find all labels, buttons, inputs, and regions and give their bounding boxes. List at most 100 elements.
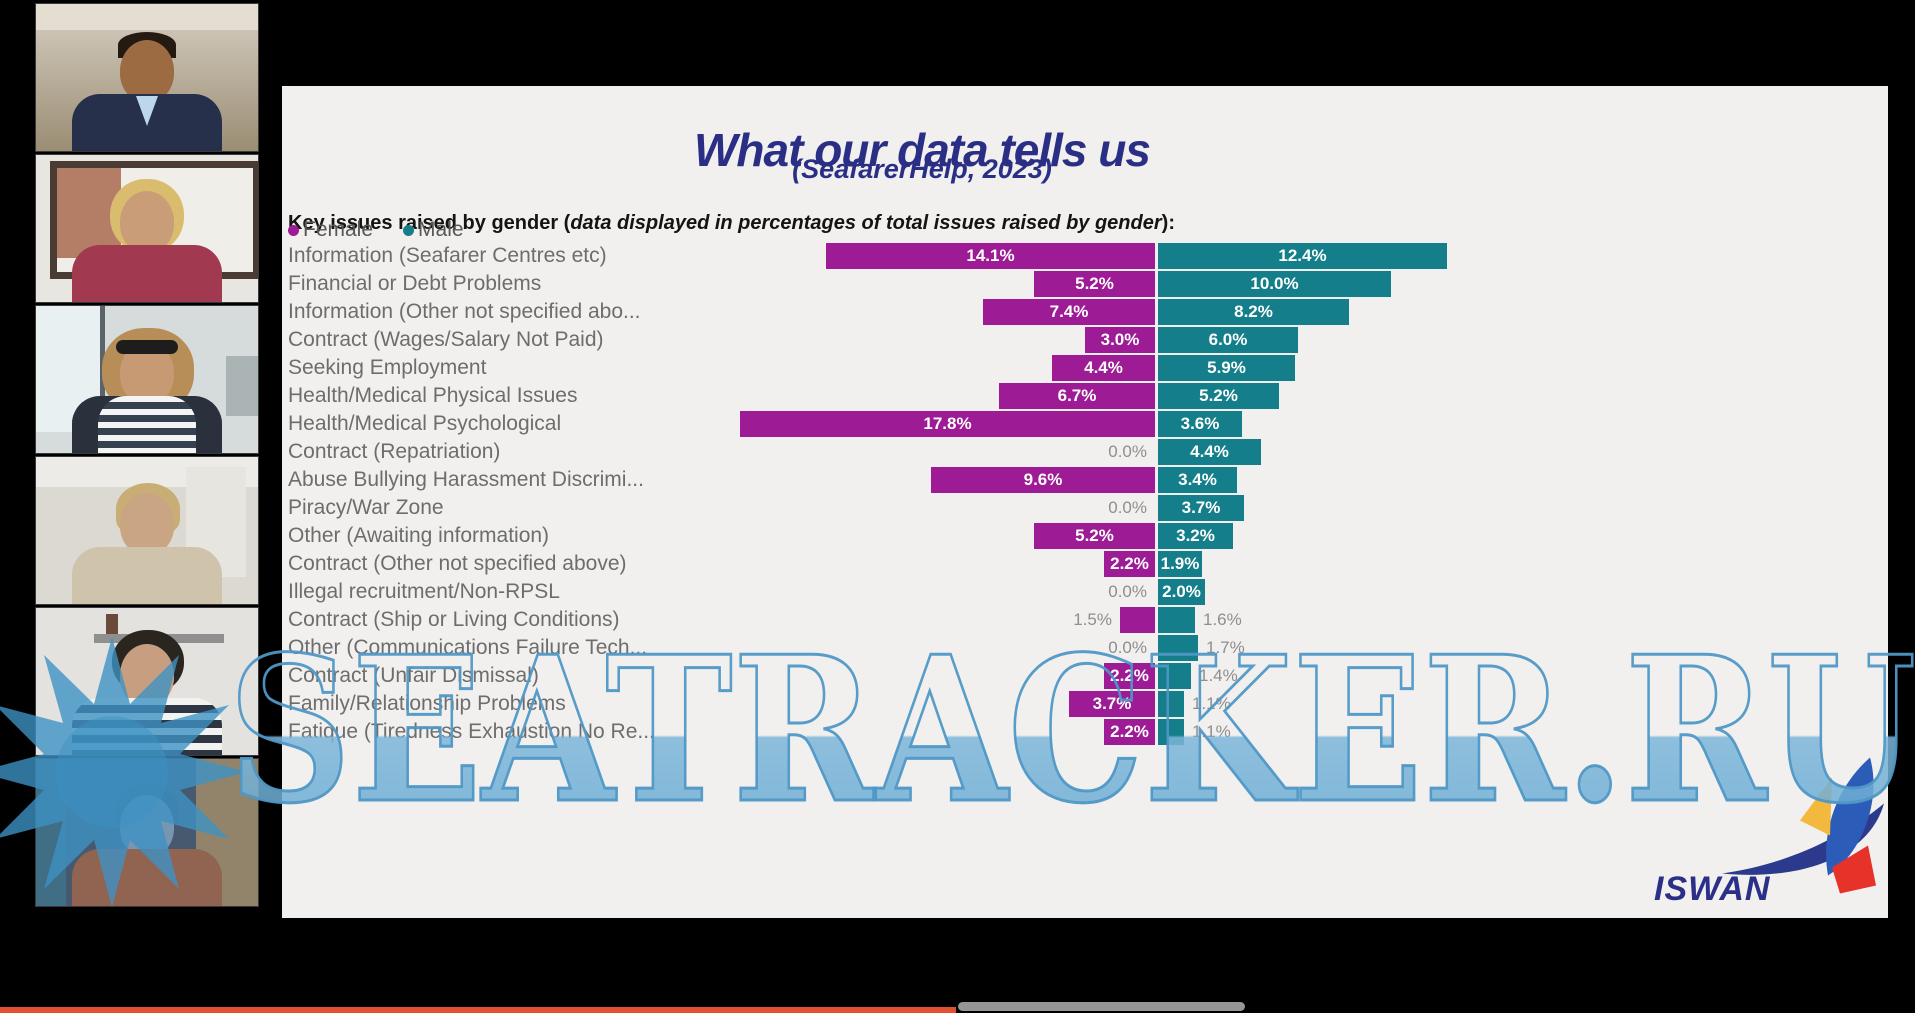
- male-bar: [1158, 243, 1447, 269]
- video-tint: [36, 4, 258, 151]
- room-background: [226, 356, 258, 416]
- female-value-label: 0.0%: [1108, 498, 1147, 517]
- iswan-logo-text: ISWAN: [1654, 870, 1771, 908]
- headset-icon: [116, 340, 178, 354]
- horizontal-scrollbar-thumb[interactable]: [958, 1002, 1245, 1011]
- female-value-label: 3.7%: [1092, 694, 1132, 713]
- iswan-sail-logo-icon: [1722, 757, 1884, 894]
- category-label: Contract (Repatriation): [288, 440, 501, 463]
- male-value-label: 1.9%: [1160, 554, 1200, 573]
- female-legend-dot-icon: [288, 224, 299, 236]
- male-legend-dot-icon: [403, 224, 415, 236]
- video-tint: [36, 306, 258, 453]
- intro-italic: data displayed in percentages of total i…: [570, 212, 1162, 234]
- male-value-label: 3.4%: [1178, 470, 1217, 489]
- chart-row: Abuse Bullying Harassment Discrimi... 9.6…: [288, 466, 1882, 494]
- presentation-slide: What our data tells us (SeafarerHelp, 20…: [282, 86, 1888, 918]
- participant-torso: [72, 396, 222, 453]
- female-bar: [740, 411, 1155, 437]
- chart-row: Other (Communications Failure Tech... 0.0…: [288, 634, 1882, 662]
- female-value-label: 0.0%: [1108, 638, 1147, 657]
- female-bar: [931, 467, 1155, 493]
- male-value-label: 1.4%: [1199, 666, 1238, 685]
- intro-text: Key issues raised by gender (data displa…: [288, 212, 1175, 235]
- chart-row: Information (Other not specified abo... 7…: [288, 298, 1882, 326]
- female-bar: [826, 243, 1155, 269]
- category-label: Contract (Ship or Living Conditions): [288, 608, 620, 631]
- female-value-label: 14.1%: [966, 246, 1015, 265]
- category-label: Health/Medical Psychological: [288, 412, 562, 435]
- legend-label-male: Male: [418, 218, 464, 241]
- male-bar: [1158, 383, 1279, 409]
- female-value-label: 5.2%: [1075, 526, 1114, 545]
- male-bar: [1158, 355, 1295, 381]
- chart-row: Contract (Repatriation) 0.0% 4.4%: [288, 438, 1882, 466]
- category-label: Information (Seafarer Centres etc): [288, 244, 607, 267]
- male-value-label: 12.4%: [1278, 246, 1327, 265]
- room-background: [106, 614, 118, 634]
- category-label: Financial or Debt Problems: [288, 272, 542, 295]
- male-value-label: 10.0%: [1250, 274, 1299, 293]
- category-label: Contract (Unfair Dismissal): [288, 664, 539, 687]
- male-value-label: 4.4%: [1190, 442, 1229, 461]
- participant-video[interactable]: [35, 154, 259, 303]
- female-bar: [1104, 663, 1155, 689]
- male-bar: [1158, 691, 1184, 717]
- slide-subtitle: (SeafarerHelp, 2023): [792, 154, 1052, 184]
- participant-video[interactable]: [35, 607, 259, 756]
- video-tint: [36, 457, 258, 604]
- female-bar: [1104, 719, 1155, 745]
- chart-row: Other (Awaiting information) 5.2% 3.2%: [288, 522, 1882, 550]
- male-bar: [1158, 327, 1298, 353]
- participant-video[interactable]: [35, 3, 259, 152]
- slide-title: What our data tells us: [694, 123, 1151, 176]
- chart-row: Contract (Ship or Living Conditions) 1.5%…: [288, 606, 1882, 634]
- participant-video[interactable]: [35, 758, 259, 907]
- male-bar: [1158, 439, 1261, 465]
- male-value-label: 6.0%: [1208, 330, 1248, 349]
- video-tint: [36, 155, 258, 302]
- male-bar: [1158, 579, 1205, 605]
- legend-item-female: Female: [288, 218, 373, 242]
- male-bar: [1158, 551, 1202, 577]
- participant-video[interactable]: [35, 305, 259, 454]
- male-value-label: 5.2%: [1199, 386, 1238, 405]
- female-bar: [1034, 271, 1155, 297]
- participant-face: [120, 40, 174, 102]
- category-label: Contract (Other not specified above): [288, 552, 627, 575]
- female-bar: [983, 299, 1155, 325]
- female-bar: [1104, 551, 1155, 577]
- female-bar: [1069, 691, 1155, 717]
- intro-plain-start: Key issues raised by gender (: [288, 212, 571, 234]
- female-value-label: 2.2%: [1110, 666, 1149, 685]
- participant-face: [120, 191, 174, 253]
- female-bar: [1052, 355, 1155, 381]
- category-label: Other (Communications Failure Tech...: [288, 636, 648, 659]
- chart-legend: Female Male: [288, 218, 464, 242]
- legend-item-male: Male: [403, 218, 464, 242]
- male-value-label: 1.7%: [1206, 638, 1245, 657]
- chart-row: Family/Relationship Problems 3.7% 1.1%: [288, 690, 1882, 718]
- participants-panel: [0, 0, 259, 1013]
- female-value-label: 4.4%: [1084, 358, 1123, 377]
- female-bar: [999, 383, 1155, 409]
- participant-video[interactable]: [35, 456, 259, 605]
- male-value-label: 5.9%: [1207, 358, 1246, 377]
- male-bar: [1158, 523, 1233, 549]
- category-label: Abuse Bullying Harassment Discrimi...: [288, 468, 644, 491]
- female-bar: [1085, 327, 1155, 353]
- chart-row: Financial or Debt Problems 5.2% 10.0%: [288, 270, 1882, 298]
- participant-torso: [72, 245, 222, 302]
- female-value-label: 6.7%: [1057, 386, 1097, 405]
- intro-plain-end: ):: [1161, 212, 1175, 234]
- category-label: Illegal recruitment/Non-RPSL: [288, 580, 560, 603]
- female-value-label: 3.0%: [1100, 330, 1140, 349]
- male-bar: [1158, 719, 1184, 745]
- chart-row: Fatique (Tiredness Exhaustion No Re... 2.…: [288, 718, 1882, 746]
- chart-row: Seeking Employment 4.4% 5.9%: [288, 354, 1882, 382]
- chart-row: Contract (Unfair Dismissal) 2.2% 1.4%: [288, 662, 1882, 690]
- male-bar: [1158, 635, 1198, 661]
- female-value-label: 2.2%: [1110, 554, 1149, 573]
- male-value-label: 3.6%: [1180, 414, 1220, 433]
- bottom-accent-bar: [0, 1007, 956, 1013]
